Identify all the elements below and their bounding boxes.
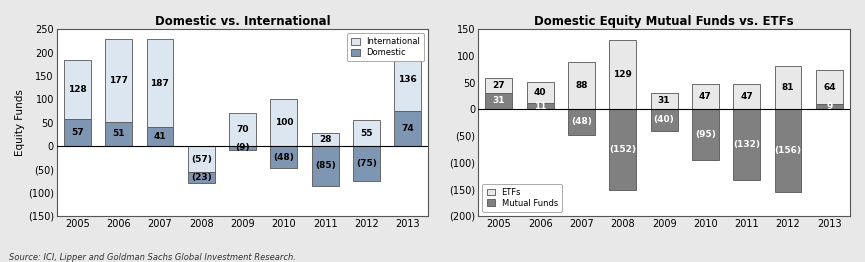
Bar [568,109,595,135]
Legend: International, Domestic: International, Domestic [347,33,425,61]
Text: 31: 31 [492,96,505,105]
Bar [775,66,802,109]
Text: 57: 57 [71,128,84,137]
Bar [229,146,256,150]
Bar [311,133,338,146]
Text: (132): (132) [734,140,760,149]
Bar [271,146,298,168]
Bar [394,111,421,146]
Bar [527,103,554,109]
Text: 64: 64 [823,83,836,92]
Text: 47: 47 [740,92,753,101]
Bar [188,172,215,183]
Text: 11: 11 [534,102,547,111]
Legend: ETFs, Mutual Funds: ETFs, Mutual Funds [483,184,562,212]
Text: 136: 136 [399,75,417,84]
Bar [353,120,380,146]
Text: (95): (95) [695,130,716,139]
Y-axis label: Equity Funds: Equity Funds [15,89,25,156]
Bar [311,146,338,185]
Bar [692,109,719,160]
Title: Domestic Equity Mutual Funds vs. ETFs: Domestic Equity Mutual Funds vs. ETFs [535,15,794,28]
Bar [188,146,215,172]
Text: 187: 187 [151,79,170,88]
Bar [146,127,173,146]
Text: 51: 51 [112,129,125,138]
Text: 41: 41 [154,132,166,141]
Bar [609,40,637,109]
Text: 9: 9 [826,102,832,111]
Text: (85): (85) [315,161,336,170]
Bar [816,70,843,104]
Text: (48): (48) [571,117,592,127]
Bar [734,84,760,109]
Text: 81: 81 [782,83,794,92]
Bar [394,48,421,111]
Bar [734,109,760,180]
Text: (23): (23) [191,173,212,182]
Text: 47: 47 [699,92,712,101]
Bar [692,84,719,109]
Text: 100: 100 [274,118,293,127]
Bar [146,40,173,127]
Bar [485,93,512,109]
Bar [353,146,380,181]
Text: 128: 128 [68,85,86,94]
Bar [485,78,512,93]
Text: 177: 177 [109,76,128,85]
Text: 74: 74 [401,124,414,133]
Text: 40: 40 [534,88,547,97]
Text: 70: 70 [236,125,249,134]
Bar [64,59,91,119]
Bar [650,109,677,130]
Bar [609,109,637,190]
Text: 28: 28 [319,135,331,144]
Bar [106,122,132,146]
Text: 129: 129 [613,70,632,79]
Text: 31: 31 [658,96,670,105]
Text: 27: 27 [492,81,505,90]
Text: 55: 55 [360,129,373,138]
Text: 88: 88 [575,81,587,90]
Text: (152): (152) [609,145,637,154]
Bar [816,104,843,109]
Title: Domestic vs. International: Domestic vs. International [155,15,330,28]
Bar [271,99,298,146]
Text: (48): (48) [273,152,294,162]
Bar [64,119,91,146]
Text: (40): (40) [654,115,675,124]
Text: Source: ICI, Lipper and Goldman Sachs Global Investment Research.: Source: ICI, Lipper and Goldman Sachs Gl… [9,253,296,262]
Text: (156): (156) [774,146,802,155]
Bar [106,40,132,122]
Bar [775,109,802,192]
Text: (57): (57) [191,155,212,164]
Bar [650,93,677,109]
Text: (9): (9) [235,144,250,152]
Text: (75): (75) [356,159,377,168]
Bar [568,62,595,109]
Bar [527,82,554,103]
Bar [229,113,256,146]
